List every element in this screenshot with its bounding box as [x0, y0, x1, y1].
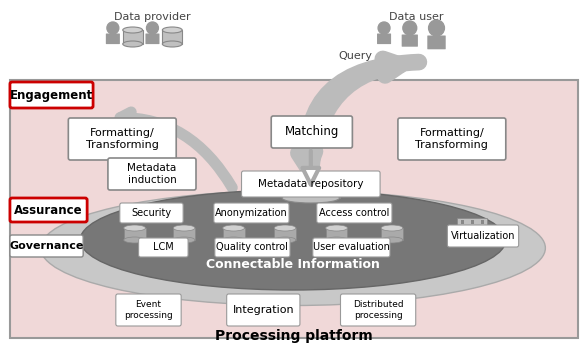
Bar: [173, 228, 195, 240]
Bar: [123, 30, 143, 44]
FancyBboxPatch shape: [340, 294, 416, 326]
FancyBboxPatch shape: [377, 34, 391, 44]
FancyBboxPatch shape: [448, 225, 519, 247]
FancyBboxPatch shape: [215, 238, 290, 257]
FancyBboxPatch shape: [317, 203, 392, 223]
Bar: [326, 228, 347, 240]
Text: Event
processing: Event processing: [124, 300, 173, 320]
Bar: [462, 220, 464, 224]
Text: Formatting/
Transforming: Formatting/ Transforming: [86, 128, 159, 150]
Bar: [223, 228, 244, 240]
Bar: [462, 230, 464, 234]
Text: User evaluation: User evaluation: [313, 243, 390, 252]
Bar: [481, 220, 484, 224]
Bar: [462, 240, 464, 244]
Text: Quality control: Quality control: [217, 243, 288, 252]
Text: Data user: Data user: [389, 12, 444, 22]
Ellipse shape: [381, 225, 403, 231]
Bar: [381, 228, 403, 240]
Circle shape: [403, 21, 417, 35]
Text: Access control: Access control: [319, 208, 389, 218]
Ellipse shape: [123, 27, 143, 33]
Bar: [471, 240, 474, 244]
Bar: [457, 228, 487, 236]
Ellipse shape: [274, 225, 296, 231]
Ellipse shape: [162, 41, 182, 47]
Bar: [481, 240, 484, 244]
Circle shape: [378, 22, 390, 34]
FancyBboxPatch shape: [120, 203, 183, 223]
Text: Processing platform: Processing platform: [215, 329, 373, 343]
Text: Query: Query: [338, 51, 372, 61]
Bar: [471, 220, 474, 224]
Text: Matching: Matching: [285, 126, 339, 139]
Text: Metadata repository: Metadata repository: [258, 179, 364, 189]
FancyBboxPatch shape: [242, 171, 380, 197]
FancyBboxPatch shape: [139, 238, 188, 257]
Ellipse shape: [80, 190, 506, 290]
Circle shape: [147, 22, 158, 34]
Circle shape: [428, 20, 445, 36]
FancyBboxPatch shape: [271, 116, 352, 148]
Text: Engagement: Engagement: [10, 89, 93, 101]
FancyBboxPatch shape: [68, 118, 176, 160]
FancyBboxPatch shape: [106, 34, 120, 44]
Ellipse shape: [282, 173, 339, 183]
Text: Anonymization: Anonymization: [215, 208, 288, 218]
Bar: [162, 30, 182, 44]
Ellipse shape: [162, 27, 182, 33]
Ellipse shape: [381, 237, 403, 243]
FancyBboxPatch shape: [10, 235, 83, 257]
FancyBboxPatch shape: [146, 34, 159, 44]
Ellipse shape: [282, 193, 339, 203]
FancyBboxPatch shape: [226, 294, 300, 326]
FancyBboxPatch shape: [10, 82, 93, 108]
Text: LCM: LCM: [153, 243, 173, 252]
FancyBboxPatch shape: [402, 35, 418, 47]
Ellipse shape: [123, 41, 143, 47]
FancyBboxPatch shape: [116, 294, 181, 326]
FancyBboxPatch shape: [108, 158, 196, 190]
Text: Formatting/
Transforming: Formatting/ Transforming: [416, 128, 488, 150]
Text: Distributed
processing: Distributed processing: [353, 300, 403, 320]
FancyBboxPatch shape: [427, 35, 446, 49]
Text: Assurance: Assurance: [14, 203, 83, 217]
Bar: [457, 218, 487, 226]
Text: Virtualization: Virtualization: [451, 231, 515, 241]
FancyBboxPatch shape: [10, 198, 87, 222]
Text: Metadata
induction: Metadata induction: [127, 163, 176, 185]
Bar: [282, 178, 339, 198]
FancyBboxPatch shape: [10, 80, 578, 338]
Text: Governance: Governance: [9, 241, 84, 251]
Ellipse shape: [173, 225, 195, 231]
Text: Integration: Integration: [232, 305, 294, 315]
Bar: [124, 228, 146, 240]
Ellipse shape: [173, 237, 195, 243]
Ellipse shape: [274, 237, 296, 243]
Ellipse shape: [124, 237, 146, 243]
Ellipse shape: [326, 225, 347, 231]
Bar: [457, 238, 487, 246]
Text: Data provider: Data provider: [114, 12, 191, 22]
Text: Security: Security: [132, 208, 172, 218]
Ellipse shape: [223, 225, 244, 231]
Bar: [481, 230, 484, 234]
FancyBboxPatch shape: [214, 203, 289, 223]
Ellipse shape: [41, 190, 545, 306]
Ellipse shape: [223, 237, 244, 243]
Ellipse shape: [326, 237, 347, 243]
Bar: [471, 230, 474, 234]
FancyBboxPatch shape: [398, 118, 506, 160]
Ellipse shape: [124, 225, 146, 231]
Text: Connectable Information: Connectable Information: [206, 259, 380, 272]
Circle shape: [107, 22, 119, 34]
Bar: [274, 228, 296, 240]
FancyBboxPatch shape: [313, 238, 390, 257]
